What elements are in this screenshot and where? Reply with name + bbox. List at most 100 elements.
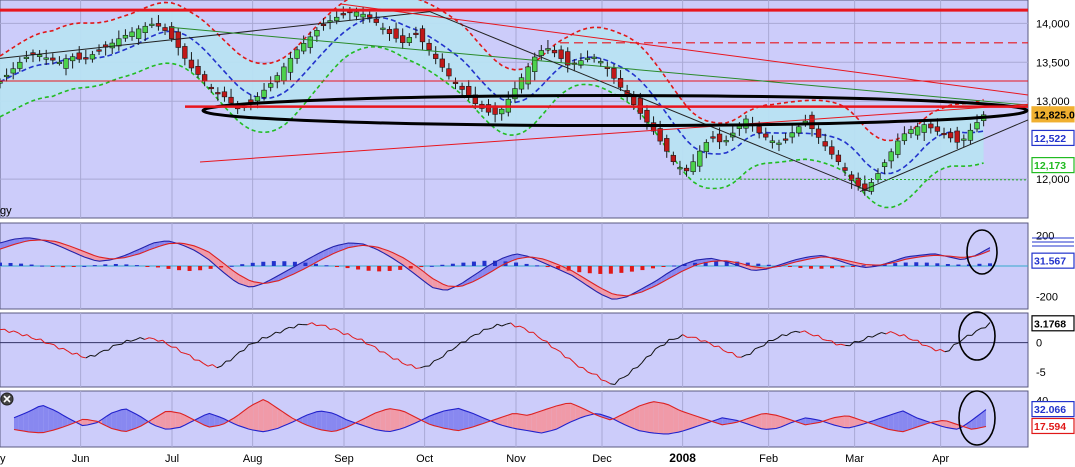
oscillator-segment [40, 338, 46, 344]
directional-fill [468, 411, 474, 429]
badge-value: 31.567 [1034, 256, 1066, 268]
directional-fill [902, 410, 908, 432]
oscillator-segment [519, 325, 525, 329]
directional-fill [48, 407, 54, 432]
oscillator-segment [795, 330, 801, 333]
oscillator-segment [564, 356, 570, 359]
oscillator-segment [175, 346, 182, 353]
oscillator-segment [442, 350, 448, 358]
oscillator-segment [940, 349, 946, 353]
candle-body [129, 31, 135, 37]
oscillator-segment [411, 364, 417, 369]
oscillator-segment [836, 343, 841, 346]
directional-fill [131, 411, 137, 430]
month-label: Aug [243, 453, 263, 465]
oscillator-segment [659, 344, 665, 347]
macd-histogram-bar [861, 265, 866, 267]
oscillator-segment [8, 330, 14, 333]
oscillator-segment [587, 371, 593, 375]
directional-fill [336, 414, 342, 431]
legend-fragment: gy [0, 205, 12, 217]
macd-histogram-bar [282, 261, 287, 266]
directional-fill [526, 414, 532, 432]
osc-tick-label: 0 [1036, 338, 1042, 350]
oscillator-segment [673, 337, 679, 340]
candle-body [954, 130, 960, 143]
oscillator-segment [67, 350, 73, 355]
directional-fill [507, 413, 513, 428]
close-icon[interactable] [0, 392, 14, 406]
directional-fill [258, 399, 264, 432]
oscillator-segment [555, 348, 561, 353]
candle-body [862, 183, 868, 191]
oscillator-segment [63, 347, 69, 352]
directional-fill [429, 414, 435, 426]
directional-fill [106, 413, 112, 429]
candle-body [842, 167, 848, 171]
candle-body [829, 146, 835, 155]
oscillator-segment [822, 339, 828, 341]
macd-histogram-bar [177, 266, 182, 271]
macd-histogram-bar [103, 264, 108, 266]
macd-histogram-bar [229, 265, 234, 267]
macd-histogram-bar [40, 265, 45, 267]
macd-histogram-bar [577, 266, 582, 273]
highlight-circles [958, 229, 998, 446]
candle-body [439, 58, 445, 68]
candle-body [525, 66, 531, 85]
candle-body [782, 138, 789, 141]
directional-fill [214, 415, 220, 427]
macd-histogram-bar [629, 266, 634, 272]
macd-histogram-bar [461, 262, 466, 266]
directional-fill [761, 413, 767, 430]
oscillator-segment [876, 332, 882, 335]
directional-fill [448, 409, 454, 430]
directional-fill [23, 411, 29, 432]
macd-fill [582, 276, 588, 286]
directional-fill [942, 420, 947, 428]
price-tick-label: 12,000 [1036, 174, 1070, 186]
directional-fill [541, 409, 547, 433]
directional-fill [834, 416, 840, 427]
directional-fill [653, 401, 659, 434]
oscillator-segment [492, 323, 498, 329]
oscillator-segment [515, 325, 520, 328]
directional-fill [844, 415, 850, 428]
directional-fill [473, 413, 479, 427]
macd-histogram-bar [703, 261, 708, 266]
oscillator-segment [139, 337, 145, 340]
candle-body [690, 161, 696, 173]
directional-fill [521, 414, 527, 431]
directional-fill [209, 413, 215, 428]
directional-fill [180, 413, 185, 428]
oscillator-segment [429, 360, 435, 367]
directional-fill [644, 402, 649, 433]
macd-fill [592, 282, 597, 292]
directional-fill [53, 409, 58, 431]
oscillator-segment [623, 374, 629, 378]
macd-histogram-bar [693, 262, 698, 266]
candle-body [268, 83, 274, 88]
candle-body [281, 66, 287, 82]
directional-fill [365, 415, 371, 428]
candle-body [835, 154, 842, 162]
oscillator-segment [22, 334, 28, 337]
candle-body [961, 138, 967, 141]
candle-body [182, 46, 188, 59]
directional-fill [741, 418, 747, 424]
macd-tick-label: -200 [1036, 292, 1058, 304]
directional-fill [458, 408, 464, 431]
directional-fill [614, 415, 620, 423]
directional-fill [771, 414, 776, 429]
oscillator-segment [4, 328, 10, 333]
directional-fill [780, 416, 786, 428]
oscillator-segment [135, 337, 141, 341]
oscillator-segment [374, 346, 381, 353]
oscillator-segment [646, 354, 652, 358]
candle-body [116, 38, 122, 47]
macd-line [0, 237, 991, 300]
candle-body [254, 96, 261, 102]
oscillator-segment [781, 334, 787, 337]
directional-fill [478, 415, 483, 426]
macd-histogram-bar [134, 265, 139, 267]
